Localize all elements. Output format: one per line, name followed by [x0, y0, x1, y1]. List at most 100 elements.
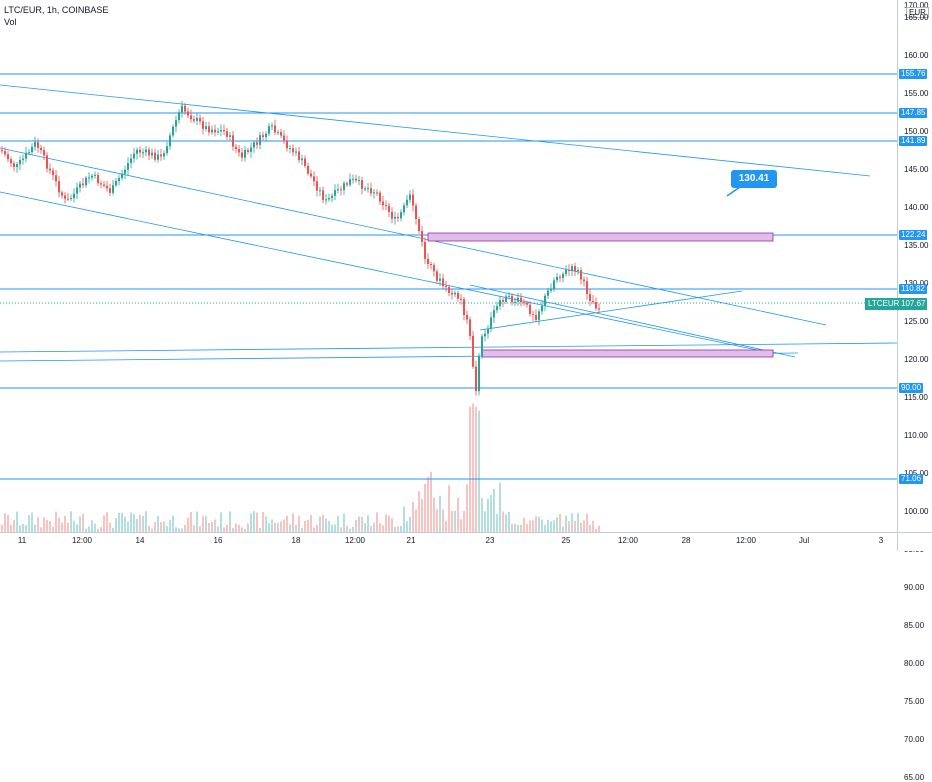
volume-bar [151, 528, 153, 532]
volume-bar [184, 524, 186, 532]
candle-body [52, 170, 54, 176]
candle-body [358, 180, 360, 182]
candle-body [325, 199, 327, 201]
volume-bar [1, 524, 3, 532]
candle-body [238, 149, 240, 153]
candle-body [418, 219, 420, 232]
volume-bar [118, 512, 120, 532]
volume-bar [496, 514, 498, 532]
candle-body [415, 205, 417, 220]
candles [1, 100, 600, 396]
candle-body [328, 198, 330, 200]
candle-body [151, 152, 153, 156]
volume-bar [316, 524, 318, 532]
candle-body [82, 183, 84, 186]
volume-bar [394, 526, 396, 532]
volume-bar [79, 516, 81, 532]
time-label: 23 [485, 536, 495, 545]
candle-body [355, 178, 357, 181]
volume-bar [589, 524, 591, 532]
volume-bar [136, 519, 138, 532]
price-callout[interactable]: 130.41 [731, 170, 777, 188]
candle-body [496, 306, 498, 311]
volume-bar [244, 528, 246, 532]
volume-bar [550, 521, 552, 532]
volume-bar [535, 516, 537, 532]
candle-body [55, 175, 57, 182]
trendline-flat-1 [0, 342, 897, 353]
candle-body [304, 158, 306, 166]
volume-bar [139, 514, 141, 532]
candle-body [190, 115, 192, 120]
volume-bar [577, 513, 579, 532]
time-label: 25 [561, 536, 571, 545]
candle-body [184, 105, 186, 112]
level-tag-110: 110.82 [899, 284, 927, 294]
volume-bar [514, 523, 516, 532]
candle-body [130, 158, 132, 164]
volume-bar [433, 497, 435, 532]
candle-body [268, 126, 270, 134]
volume-bar [469, 406, 471, 532]
chart-area[interactable]: LTC/EUR, 1h, COINBASE Vol 130.41 [0, 0, 897, 532]
currency-label[interactable]: EUR [906, 7, 929, 18]
price-axis[interactable]: 170.00 EUR 165.00 160.00 155.00 150.00 145.0… [865, 0, 932, 782]
candle-body [466, 315, 468, 320]
volume-bar [439, 495, 441, 532]
candle-body [454, 292, 456, 295]
volume-bar [448, 485, 450, 532]
candle-body [283, 135, 285, 141]
volume-bar [298, 515, 300, 532]
price-tick-top: 170.00 [904, 1, 929, 10]
candle-body [124, 169, 126, 174]
candle-body [280, 132, 282, 136]
candle-body [70, 198, 72, 200]
candle-body [541, 305, 543, 312]
candle-body [580, 270, 582, 280]
candle-body [301, 158, 303, 161]
volume-bar [247, 523, 249, 532]
volume-bar [349, 528, 351, 532]
candle-body [568, 270, 570, 272]
candle-body [523, 302, 525, 304]
candle-body [370, 188, 372, 194]
volume-bar [547, 519, 549, 532]
candle-body [319, 190, 321, 192]
level-tag-155: 155.76 [899, 69, 928, 79]
candle-body [217, 131, 219, 133]
candle-body [484, 333, 486, 337]
volume-bar [484, 511, 486, 532]
volume-bar [31, 512, 33, 532]
volume-bar [379, 523, 381, 532]
candle-body [172, 126, 174, 136]
candle-body [337, 189, 339, 191]
candle-body [472, 335, 474, 367]
candle-body [157, 154, 159, 160]
price-tick: 80.00 [904, 659, 925, 668]
candle-body [508, 295, 510, 297]
trendline-channel-bottom [0, 191, 763, 352]
candle-body [346, 183, 348, 185]
candle-body [412, 194, 414, 206]
candle-body [40, 147, 42, 151]
volume-bar [460, 519, 462, 532]
candle-body [385, 205, 387, 207]
volume-bar [400, 526, 402, 532]
volume-bar [115, 518, 117, 532]
time-axis[interactable]: 11 12:00 14 16 18 12:00 21 23 25 12:00 28 12:00 Jul 3 [0, 532, 897, 551]
candle-body [343, 183, 345, 190]
candle-body [481, 336, 483, 357]
volume-bar [163, 521, 165, 532]
volume-bar [277, 523, 279, 532]
volume-bar [424, 483, 426, 532]
candle-body [289, 147, 291, 149]
time-label: 12:00 [617, 536, 639, 545]
volume-bar [262, 511, 264, 532]
volume-bar [7, 514, 9, 532]
volume-bar [154, 521, 156, 532]
volume-bar [454, 511, 456, 532]
price-chart[interactable] [0, 0, 897, 532]
volume-bar [181, 528, 183, 532]
candle-body [34, 142, 36, 147]
volume-bar [418, 491, 420, 532]
